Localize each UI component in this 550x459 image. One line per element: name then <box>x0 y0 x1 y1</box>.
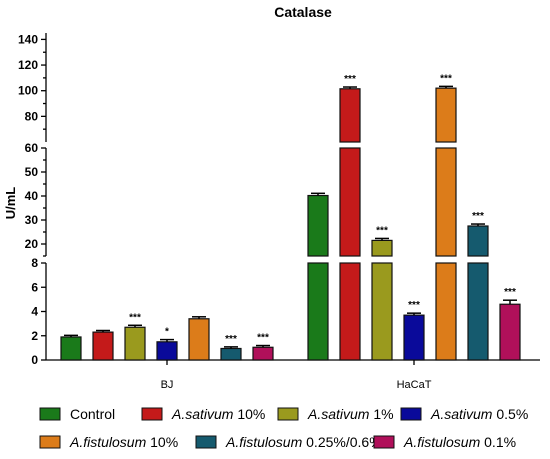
bar-control-bj <box>60 336 82 361</box>
significance-label: *** <box>472 211 484 222</box>
y-tick-label: 40 <box>25 189 39 203</box>
y-tick-label: 50 <box>25 165 39 179</box>
category-label-hacat: HaCaT <box>397 379 432 391</box>
legend-swatch <box>400 407 422 421</box>
bar-a-sativum-1--hacat <box>371 239 393 257</box>
legend-label: A.sativum 10% <box>171 406 265 422</box>
significance-label: *** <box>225 334 237 345</box>
significance-label: *** <box>376 225 388 236</box>
significance-label: *** <box>129 312 141 323</box>
y-tick-label: 8 <box>31 256 38 270</box>
significance-label: *** <box>440 73 452 84</box>
bar-a-sativum-0-5--hacat <box>403 314 425 361</box>
bar-a-fistulosum-10--bj <box>188 318 210 361</box>
y-tick-label: 60 <box>25 141 39 155</box>
y-tick-label: 6 <box>31 280 38 294</box>
significance-label: *** <box>408 300 420 311</box>
bar-a-fistulosum-0-1--bj <box>252 346 274 361</box>
bar-a-sativum-0-5--bj <box>156 341 178 361</box>
bar-a-fistulosum-0-1--hacat <box>499 303 521 361</box>
significance-label: *** <box>344 74 356 85</box>
bar-a-sativum-10--bj <box>92 331 114 361</box>
significance-label: *** <box>257 333 269 344</box>
legend-swatch <box>277 407 299 421</box>
y-tick-label: 120 <box>18 58 38 72</box>
bar-a-sativum-10--hacat <box>339 88 361 143</box>
y-axis-label: U/mL <box>3 187 18 220</box>
legend-label: A.fistulosum 0.1% <box>403 434 516 450</box>
legend-label: Control <box>70 406 115 422</box>
legend-swatch <box>39 407 61 421</box>
bar-a-sativum-1--bj <box>124 326 146 361</box>
y-tick-label: 20 <box>25 237 39 251</box>
y-tick-label: 0 <box>31 353 38 367</box>
bar-a-sativum-10--hacat <box>339 147 361 257</box>
legend-label: A.sativum 0.5% <box>430 406 528 422</box>
chart-title: Catalase <box>274 4 332 20</box>
bar-control-hacat <box>307 262 329 361</box>
legend-label: A.fistulosum 0.25%/0.6% <box>225 434 382 450</box>
legend-swatch <box>195 435 217 449</box>
bar-a-fistulosum-0-25-0-6--hacat <box>467 262 489 361</box>
legend-label: A.fistulosum 10% <box>69 434 178 450</box>
y-tick-label: 2 <box>31 329 38 343</box>
y-tick-label: 4 <box>31 305 38 319</box>
axes: 0 2 4 6 8 20 30 40 50 60 80 100 120 140 <box>18 32 540 367</box>
bar-control-hacat <box>307 194 329 257</box>
bar-a-fistulosum-10--hacat <box>435 262 457 361</box>
bar-a-fistulosum-0-25-0-6--bj <box>220 347 242 361</box>
y-tick-label: 100 <box>18 84 38 98</box>
bars-group: **************************** <box>60 73 521 361</box>
y-tick-label: 80 <box>25 109 39 123</box>
bar-a-sativum-1--hacat <box>371 262 393 361</box>
legend: Control A.sativum 10% A.sativum 1% A.sativu… <box>39 406 528 450</box>
y-tick-label: 140 <box>18 32 38 46</box>
bar-a-fistulosum-0-25-0-6--hacat <box>467 225 489 257</box>
category-label-bj: BJ <box>161 379 174 391</box>
bar-a-fistulosum-10--hacat <box>435 147 457 257</box>
significance-label: *** <box>504 287 516 298</box>
legend-swatch <box>39 435 61 449</box>
y-tick-label: 30 <box>25 213 39 227</box>
category-labels: BJ HaCaT <box>161 360 432 391</box>
bar-a-fistulosum-10--hacat <box>435 87 457 143</box>
significance-label: * <box>165 327 169 338</box>
legend-swatch <box>141 407 163 421</box>
legend-swatch <box>373 435 395 449</box>
legend-label: A.sativum 1% <box>307 406 394 422</box>
bar-a-sativum-10--hacat <box>339 262 361 361</box>
